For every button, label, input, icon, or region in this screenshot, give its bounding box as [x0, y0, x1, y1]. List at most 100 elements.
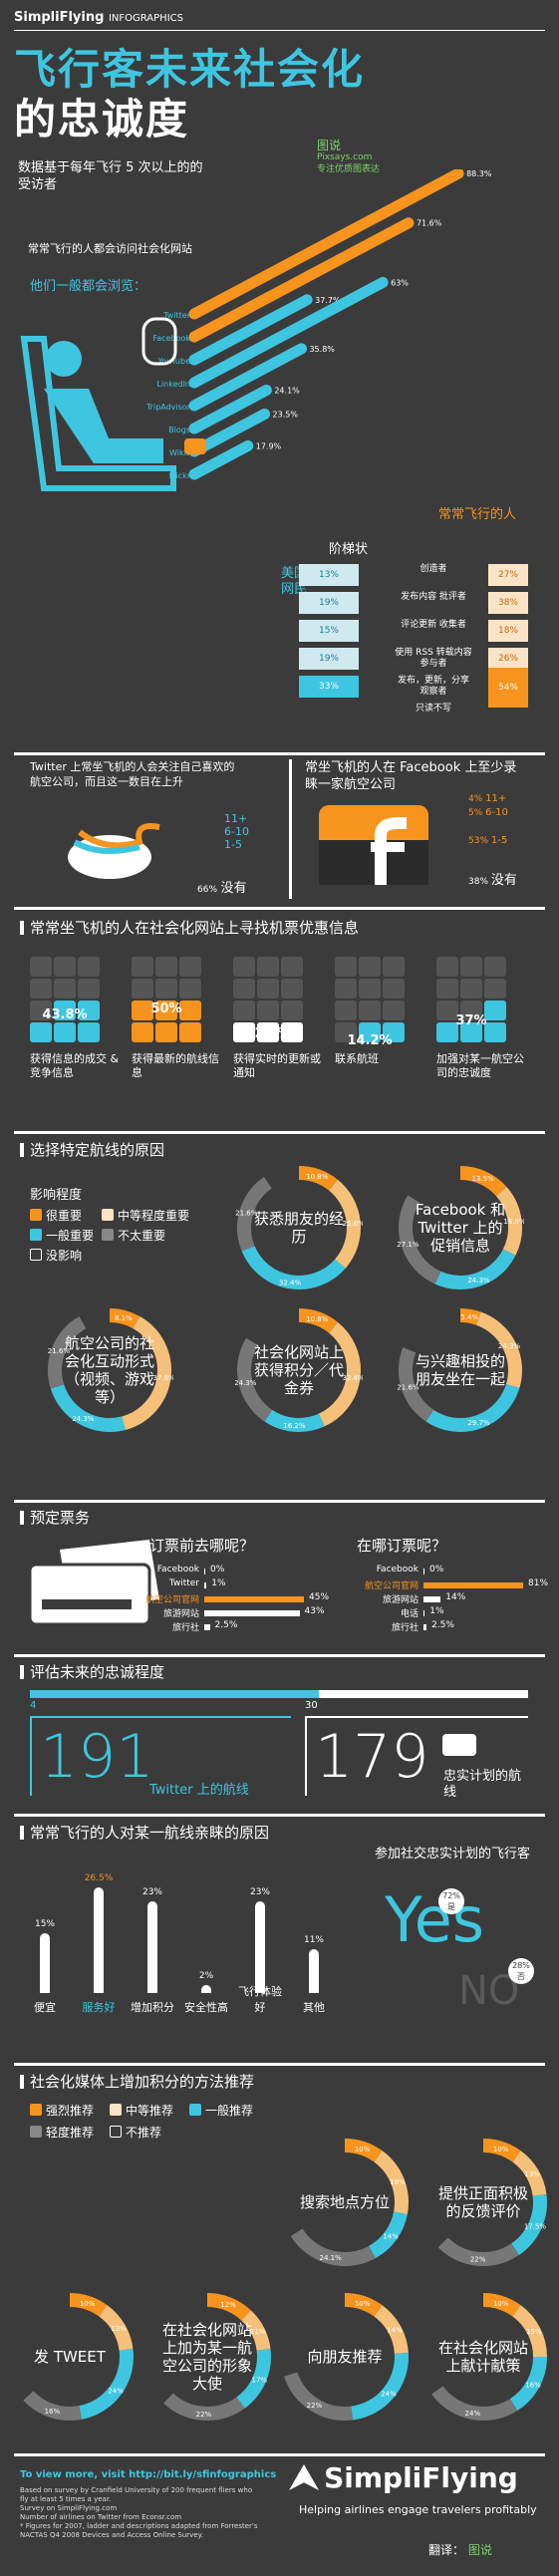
recommend-donut: 10% 13% 24% 16% [23, 2293, 134, 2421]
legend-swatch [30, 2126, 42, 2138]
reason-donut: 8.1% 37.8% 24.3% 21.6% [48, 1308, 173, 1432]
recommend-pct: 11% [250, 2328, 266, 2336]
footer-note: NACTAS Q4 2008 Devices and Access Online… [20, 2531, 203, 2539]
reason-pct: 5.4% [460, 1313, 478, 1321]
reason-segment [425, 1383, 520, 1432]
loyalty-program-number: 179 [315, 1722, 429, 1792]
ladder-label: 评论更新 收集者 [401, 620, 466, 630]
recommend-segment [344, 2139, 383, 2162]
reason-donut: 10.8% 32.4% 16.2% 24.3% [235, 1308, 363, 1432]
before-bar [204, 1569, 205, 1574]
affinity-label: 增加积分 [131, 2001, 174, 2014]
reasons-heading: 选择特定航线的原因 [20, 1139, 164, 1160]
recommend-pct: 14% [387, 2327, 403, 2335]
reasons-legend-item: 中等程度重要 [102, 1206, 201, 1226]
recommend-pct: 10% [80, 2300, 96, 2308]
before-value: 2.5% [214, 1620, 238, 1630]
where-value: 14% [445, 1592, 466, 1602]
affinity-label: 安全性高 [184, 2001, 228, 2014]
recommend-segment [236, 2348, 271, 2409]
reason-segment [399, 1347, 434, 1422]
where-label: 旅行社 [391, 1623, 419, 1633]
ladder-table: 创造者 13% 27% 发布内容 批评者 19% 38% 评论更新 收集者 15% 18% 使用 … [299, 528, 528, 727]
social-label: TripAdvisor [145, 403, 191, 412]
legend-label: 轻度推荐 [46, 2126, 95, 2140]
recommend-segment [163, 2393, 245, 2421]
twitter-legend-3: 1-5 [224, 838, 242, 851]
chat-bubble-icon [184, 438, 206, 454]
recommend-legend-item: 一般推荐 [189, 2103, 269, 2119]
where-label: Facebook [376, 1565, 419, 1574]
social-label: Blogs [168, 426, 190, 434]
brand-logo: SimpliFlying INFOGRAPHICS [14, 10, 183, 25]
reason-segment [399, 1195, 441, 1285]
translator-label: 翻译： [428, 2543, 465, 2557]
ladder-left-value: 33% [299, 676, 359, 698]
footer-view-more[interactable]: To view more, visit http://bit.ly/sfinfo… [20, 2469, 277, 2480]
twitter-none-label: 没有 [220, 881, 247, 896]
social-value: 17.9% [256, 441, 282, 450]
reason-segment [109, 1308, 140, 1329]
reason-pct: 24.3% [72, 1415, 95, 1423]
before-value: 45% [309, 1592, 330, 1602]
before-value: 0% [210, 1565, 225, 1574]
before-bar [204, 1624, 210, 1630]
footer-note: Survey on SimpliFlying.com [20, 2504, 118, 2512]
recommend-segment [368, 2211, 408, 2259]
reason-donut: 10.8% 25.6% 32.4% 21.6% [235, 1166, 363, 1289]
where-value: 81% [528, 1578, 549, 1588]
deal-tiles [335, 957, 405, 1042]
where-bar [423, 1624, 427, 1630]
facebook-icon [319, 805, 428, 885]
legend-swatch [189, 2104, 201, 2116]
affinity-value: 2% [198, 1971, 214, 1981]
social-value: 23.5% [273, 410, 299, 419]
deal-label: 获得信息的成交 & 竞争信息 [30, 1052, 120, 1079]
ladder-right-value: 27% [488, 564, 528, 586]
plane-logo-icon [289, 2464, 319, 2490]
reasons-legend-item: 很重要 [30, 1206, 102, 1226]
footer-note: fly at least 5 times a year. [20, 2495, 112, 2503]
recommend-segment [290, 2228, 376, 2266]
reason-segment [318, 1321, 361, 1427]
ladder-right-title: 常常飞行的人 [438, 507, 517, 522]
social-value: 24.1% [274, 387, 300, 396]
before-bar [204, 1610, 300, 1616]
where-bar [423, 1569, 424, 1574]
reason-pct: 10.8% [306, 1173, 329, 1181]
booking-before-title: 订票前去哪呢？ [149, 1537, 255, 1555]
social-bar-flickr [188, 439, 254, 480]
recommend-segment [350, 2352, 409, 2421]
recommend-segment [284, 2372, 354, 2421]
reason-label: 航空公司的社会化互动形式（视频、游戏等） [64, 1334, 154, 1406]
reason-pct: 13.5% [472, 1175, 495, 1183]
ladder-left-value: 13% [299, 564, 359, 586]
social-value: 35.8% [309, 345, 335, 354]
join-no-pct: 28% [512, 1961, 530, 1970]
twitter-none-pct: 66% [197, 885, 218, 895]
loyalty-scale [30, 1690, 528, 1698]
reason-pct: 21.6% [48, 1347, 71, 1355]
facebook-fan-row: 38% 没有 [468, 874, 558, 889]
facebook-fan-row: 53% 1-5 [468, 834, 558, 848]
deal-tiles [132, 957, 201, 1042]
recommend-legend-item: 轻度推荐 [30, 2125, 110, 2141]
recommend-segment [206, 2293, 251, 2321]
twitter-legend-1: 11+ [224, 812, 248, 825]
recommend-segment [23, 2391, 82, 2421]
social-value: 88.3% [466, 169, 492, 178]
recommend-heading: 社会化媒体上增加积分的方法推荐 [20, 2071, 254, 2092]
recommend-donut: 10% 18% 14% 24.1% [290, 2139, 409, 2266]
recommend-pct: 14% [383, 2233, 399, 2241]
loyalty-program-label: 忠实计划的航线 [443, 1769, 522, 1800]
affinity-value: 23% [249, 1887, 270, 1897]
ladder-right-value: 26% [488, 648, 528, 670]
loyalty-heading: 评估未来的忠诚程度 [20, 1661, 164, 1682]
card-icon [442, 1734, 476, 1756]
social-label: Wikis [169, 448, 190, 457]
affinity-label: 服务好 [82, 2001, 116, 2014]
reason-pct: 29.7% [467, 1419, 490, 1427]
twitter-follow-heading: Twitter 上常坐飞机的人会关注自己喜欢的航空公司，而且这一数目在上升 [30, 760, 235, 788]
reason-segment [237, 1176, 273, 1252]
ladder-right-value: 18% [488, 620, 528, 642]
